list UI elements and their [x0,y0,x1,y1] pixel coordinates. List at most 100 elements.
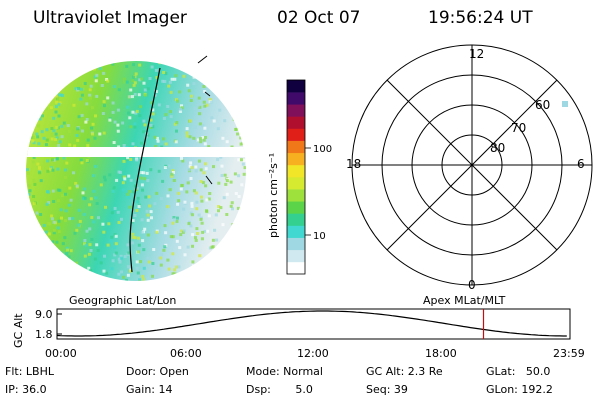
image-pixel [142,266,146,270]
image-pixel [153,93,157,97]
image-pixel [199,217,203,221]
image-pixel [221,269,225,273]
image-pixel [236,132,240,136]
image-pixel [99,183,103,187]
image-pixel [122,159,126,163]
image-pixel [138,278,142,281]
image-pixel [144,195,148,199]
image-pixel [128,95,132,99]
image-pixel [239,264,242,268]
lat-label-60: 60 [535,98,550,112]
image-pixel [32,101,35,105]
image-pixel [114,251,118,255]
image-pixel [142,119,146,123]
image-pixel [164,142,168,146]
image-pixel [45,77,49,81]
image-pixel [86,270,90,274]
image-pixel [202,138,206,142]
image-pixel [230,201,234,205]
image-pixel [221,223,225,227]
filter-label: Flt: LBHL [5,365,54,378]
image-pixel [183,276,187,280]
image-pixel [154,68,158,72]
image-pixel [173,122,177,126]
image-pixel [95,202,99,205]
image-pixel [90,126,94,130]
image-pixel [121,121,125,125]
image-pixel [54,132,58,136]
image-pixel [107,222,111,226]
image-pixel [189,211,193,215]
image-pixel [26,268,30,271]
image-pixel [173,268,177,272]
image-pixel [67,130,71,133]
image-pixel [38,256,42,260]
image-pixel [105,271,109,275]
image-pixel [191,264,195,268]
image-pixel [192,189,196,193]
image-pixel [198,105,202,109]
image-pixel [236,206,240,210]
image-pixel [135,200,139,204]
image-pixel [80,161,84,165]
image-pixel [204,184,208,188]
image-pixel [163,80,167,83]
image-pixel [194,236,197,240]
image-pixel [164,72,168,76]
image-pixel [128,190,132,193]
image-pixel [160,252,164,256]
image-pixel [49,106,53,110]
altitude-timeline: GC Alt 9.0 1.8 00:00 06:00 12:00 18:00 2… [12,308,585,360]
image-pixel [98,132,102,136]
image-pixel [185,127,189,131]
image-pixel [64,76,68,80]
image-pixel [93,75,97,79]
image-pixel [83,242,86,246]
image-pixel [77,115,81,119]
image-pixel [197,70,201,74]
image-pixel [80,93,84,97]
image-pixel [48,253,52,257]
image-pixel [145,171,149,175]
image-pixel [27,184,31,188]
image-pixel [48,263,52,267]
lat-label-80: 80 [490,141,505,155]
image-pixel [90,216,94,219]
image-pixel [155,76,159,79]
image-pixel [54,94,58,98]
image-pixel [189,99,193,102]
image-pixel [71,276,75,280]
image-pixel [54,63,57,67]
image-pixel [215,80,219,84]
image-pixel [83,187,87,191]
image-pixel [38,273,42,277]
image-pixel [150,65,154,69]
image-pixel [228,97,232,101]
image-pixel [175,129,178,133]
image-pixel [188,119,192,123]
image-pixel [127,251,131,255]
image-pixel [120,217,123,221]
image-pixel [136,250,140,254]
image-pixel [118,170,122,174]
lat-label-70: 70 [511,121,526,135]
image-pixel [46,190,49,193]
image-pixel [153,135,157,139]
image-pixel [206,229,210,233]
image-pixel [142,171,146,175]
image-pixel [167,84,171,88]
colorbar-label: photon cm⁻²s⁻¹ [267,153,280,238]
image-pixel [49,64,52,68]
image-pixel [94,164,97,168]
mlt-label-12: 12 [469,47,484,61]
image-pixel [173,77,177,81]
image-pixel [44,230,48,234]
image-pixel [151,112,155,116]
image-pixel [106,96,110,100]
image-pixel [106,243,110,247]
image-pixel [66,73,70,77]
image-pixel [132,75,136,79]
image-pixel [143,123,147,127]
image-pixel [168,80,172,84]
image-pixel [89,84,93,88]
